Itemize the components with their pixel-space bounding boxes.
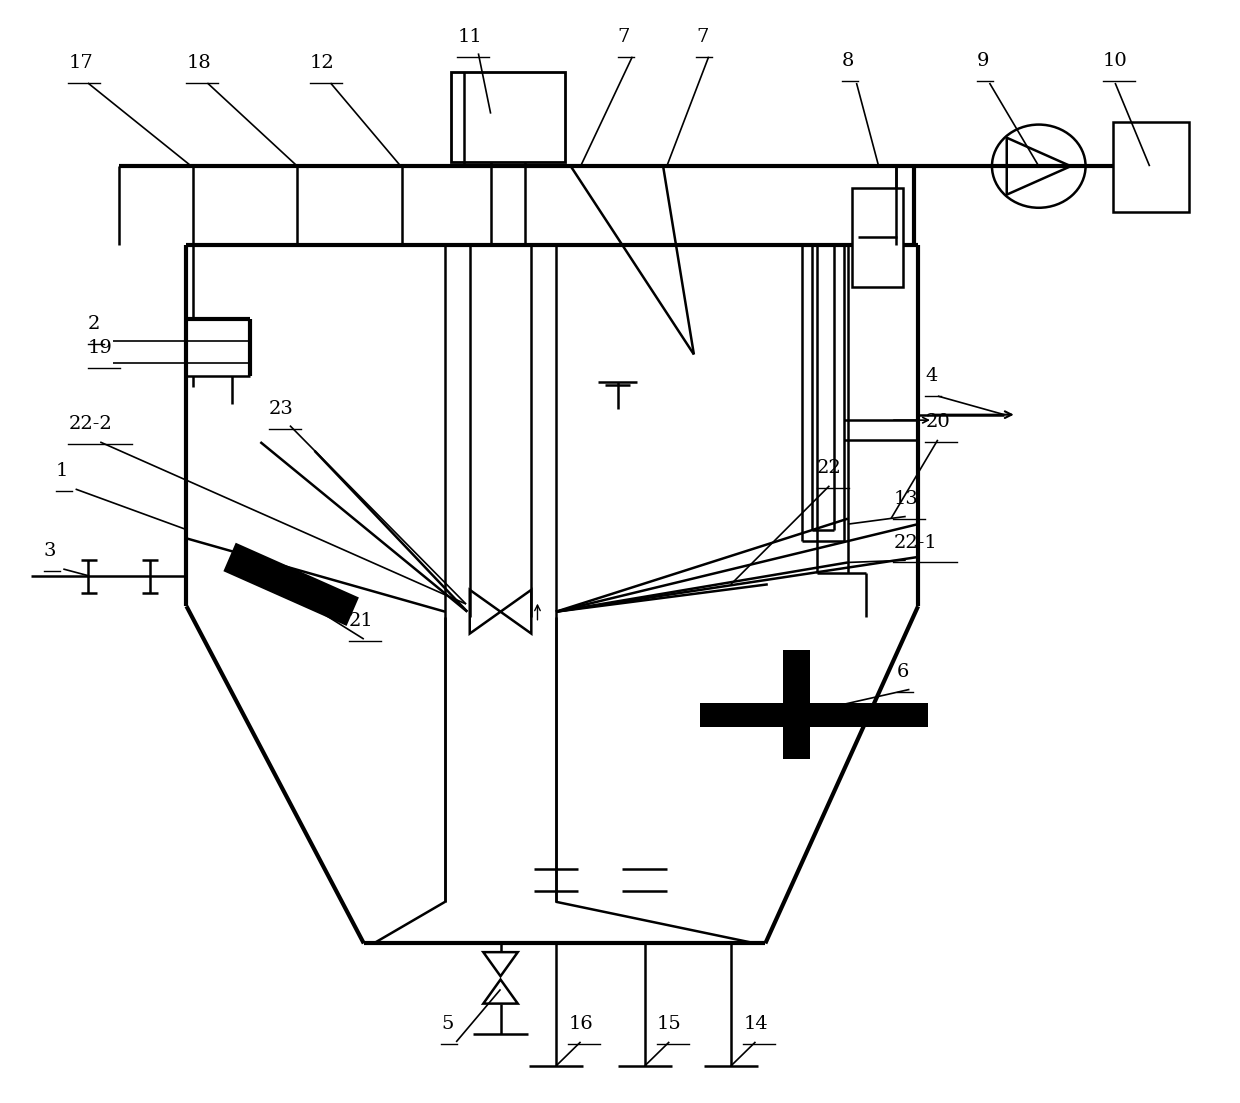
Text: 23: 23 <box>269 400 294 418</box>
Bar <box>852 189 903 287</box>
Text: 17: 17 <box>68 54 93 72</box>
Text: 10: 10 <box>1102 52 1127 69</box>
Text: 5: 5 <box>441 1015 454 1034</box>
Text: 8: 8 <box>842 52 854 69</box>
Text: 6: 6 <box>897 663 909 681</box>
Polygon shape <box>223 543 358 625</box>
Text: 14: 14 <box>743 1015 768 1034</box>
Text: 4: 4 <box>925 367 937 385</box>
Text: 11: 11 <box>458 28 482 45</box>
Bar <box>782 650 810 760</box>
Text: 13: 13 <box>894 490 919 507</box>
Text: 12: 12 <box>310 54 335 72</box>
Bar <box>701 703 928 727</box>
Text: 18: 18 <box>186 54 211 72</box>
Bar <box>1112 122 1189 212</box>
Text: 1: 1 <box>56 462 68 480</box>
Text: 2: 2 <box>88 314 100 333</box>
Text: 22: 22 <box>817 459 842 478</box>
Text: 21: 21 <box>348 612 373 630</box>
Bar <box>451 72 564 162</box>
Text: 22-1: 22-1 <box>894 534 937 552</box>
Text: 22-2: 22-2 <box>68 415 112 433</box>
Text: 15: 15 <box>657 1015 682 1034</box>
Text: 7: 7 <box>697 28 709 45</box>
Text: 16: 16 <box>568 1015 593 1034</box>
Text: 9: 9 <box>977 52 990 69</box>
Text: 3: 3 <box>43 543 56 560</box>
Text: 7: 7 <box>618 28 630 45</box>
Text: 20: 20 <box>925 414 950 431</box>
Text: 19: 19 <box>88 339 113 356</box>
